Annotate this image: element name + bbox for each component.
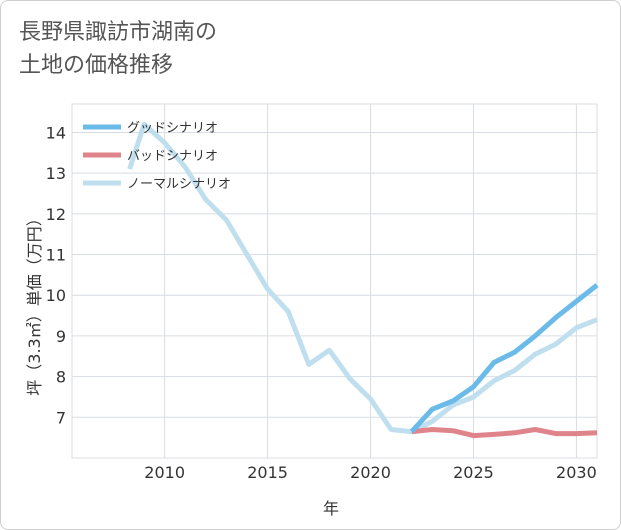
x-tick-label: 2025 [453,463,494,482]
legend-label: ノーマルシナリオ [127,177,231,192]
chart-title: 長野県諏訪市湖南の 土地の価格推移 [19,16,217,82]
y-tick-label: 12 [46,205,66,224]
y-tick-label: 14 [46,123,66,142]
legend-label: バッドシナリオ [127,149,218,164]
tick-labels: 2010 2015 2020 2025 2030 7 8 9 10 11 12 13 14 [46,123,597,482]
series-line-1 [409,283,599,434]
y-tick-label: 7 [56,408,66,427]
plot-frame [71,103,598,459]
title-line-1: 長野県諏訪市湖南の [19,20,218,45]
series-lines [127,121,599,439]
x-tick-label: 2015 [247,463,288,482]
y-tick-label: 10 [46,286,66,305]
y-tick-label: 13 [46,164,66,183]
y-tick-label: 11 [46,246,66,265]
x-axis-label: 年 [323,499,339,518]
y-tick-label: 8 [56,368,66,387]
grid-lines [71,103,598,459]
x-tick-label: 2010 [144,463,185,482]
x-tick-label: 2030 [556,463,597,482]
x-tick-label: 2020 [350,463,391,482]
y-axis-label: 坪（3.3㎡）単価（万円） [25,210,44,395]
legend-label: グッドシナリオ [127,121,218,136]
series-line-3 [127,121,598,435]
title-line-2: 土地の価格推移 [19,53,174,78]
series-line-2 [411,427,598,439]
y-tick-label: 9 [56,327,66,346]
